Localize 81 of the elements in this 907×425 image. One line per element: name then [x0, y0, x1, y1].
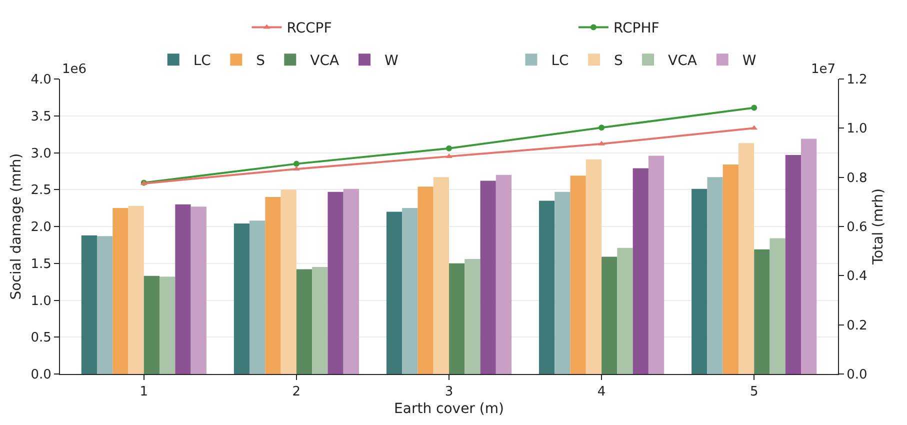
- bar: [754, 249, 770, 374]
- bar: [386, 212, 402, 374]
- point: [598, 124, 605, 131]
- bar: [402, 208, 418, 374]
- point: [293, 160, 300, 167]
- bar: [234, 224, 250, 374]
- y-tick-label: 3.5: [30, 109, 52, 124]
- bar: [433, 177, 449, 374]
- y-tick-label: 0.0: [30, 368, 52, 383]
- point: [751, 104, 758, 111]
- y2-tick-label: 0.0: [846, 368, 868, 383]
- legend-label: S: [256, 53, 266, 70]
- y2-tick-label: 1.2: [846, 72, 868, 88]
- bar: [570, 176, 586, 374]
- text: 1e6: [62, 62, 87, 77]
- x-tick-label: 3: [444, 384, 454, 400]
- bar: [81, 235, 97, 374]
- bar: [801, 138, 817, 374]
- bar: [190, 206, 206, 374]
- bar: [250, 220, 266, 374]
- bar: [128, 206, 144, 374]
- y-tick-label: 2.5: [30, 183, 52, 198]
- bar: [617, 248, 633, 374]
- bar: [554, 192, 570, 374]
- bar: [175, 204, 191, 374]
- bar: [112, 208, 128, 374]
- bar: [296, 269, 312, 374]
- bar: [480, 180, 496, 374]
- legend-label: LC: [193, 53, 212, 70]
- bar: [586, 159, 602, 374]
- bar: [418, 186, 434, 374]
- y2-tick-label: 0.4: [846, 269, 868, 284]
- bar: [265, 197, 281, 374]
- bar: [738, 143, 754, 374]
- text: 1e7: [811, 62, 836, 77]
- bar: [464, 258, 480, 374]
- bar: [312, 267, 328, 374]
- x-tick-label: 1: [140, 384, 148, 400]
- y2-tick-label: 0.6: [846, 220, 868, 236]
- bar: [539, 200, 555, 374]
- legend-label: VCA: [668, 53, 698, 70]
- x-tick-label: 4: [597, 384, 606, 400]
- x-tick-label: 5: [750, 384, 758, 400]
- y-tick-label: 1.0: [30, 294, 52, 309]
- bar: [343, 188, 359, 374]
- point: [446, 145, 452, 152]
- bar: [770, 238, 786, 374]
- bar: [632, 168, 648, 374]
- y2-tick-label: 1.0: [846, 122, 868, 137]
- y-tick-label: 4.0: [30, 72, 52, 88]
- x-tick-label: 2: [292, 384, 301, 400]
- legend-label: LC: [551, 53, 570, 70]
- bar: [160, 276, 176, 374]
- y-tick-label: 0.5: [30, 330, 52, 346]
- legend-label: W: [384, 53, 399, 70]
- bar: [785, 154, 802, 374]
- legend-label: W: [742, 53, 756, 70]
- legend-label: RCPHF: [613, 20, 660, 37]
- legend-label: RCCPF: [286, 20, 332, 37]
- y-tick-label: 2.0: [30, 220, 52, 236]
- y2-tick-label: 0.2: [846, 318, 868, 334]
- y-tick-label: 3.0: [30, 146, 52, 162]
- bar: [496, 174, 512, 374]
- bar: [707, 177, 723, 374]
- bar: [96, 236, 113, 374]
- y2-axis-title: Total (mrh): [870, 188, 887, 266]
- bar: [280, 190, 296, 374]
- bar: [722, 164, 738, 374]
- bar: [692, 188, 708, 374]
- point: [446, 153, 452, 158]
- legend-label: VCA: [310, 53, 340, 70]
- bar: [328, 192, 344, 374]
- x-axis-title: Earth cover (m): [394, 400, 504, 417]
- y-axis-title: Social damage (mrh): [8, 153, 24, 300]
- bar: [144, 276, 160, 374]
- bar: [449, 263, 465, 374]
- y-tick-label: 1.5: [30, 256, 52, 272]
- bar: [602, 256, 618, 374]
- bar: [648, 156, 664, 374]
- legend-label: S: [614, 53, 624, 70]
- y2-tick-label: 0.8: [846, 170, 868, 186]
